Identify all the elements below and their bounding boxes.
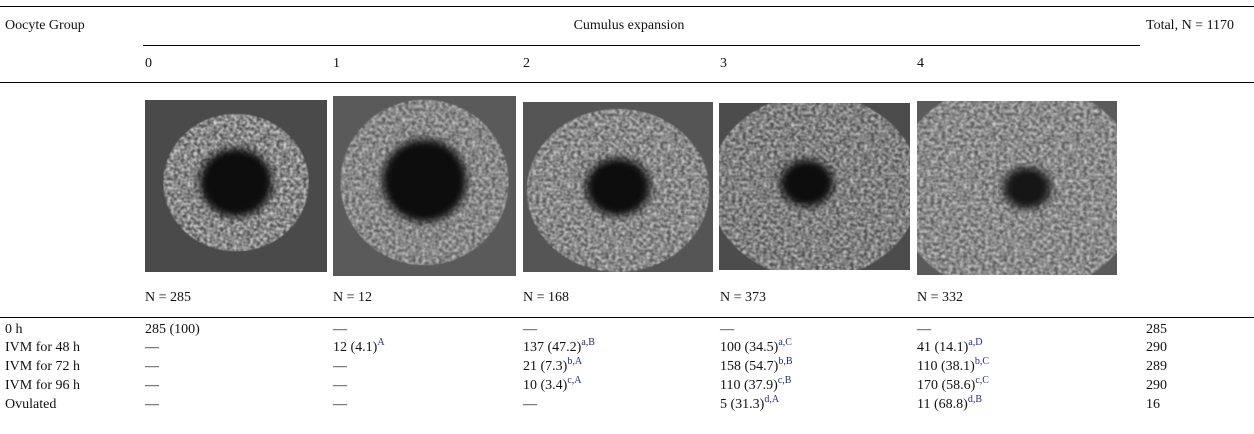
cell-superscript: c,A (567, 375, 581, 386)
header-cell: Total, N = 1170 (1146, 17, 1234, 35)
cell-value: 5 (31.3) (720, 397, 764, 412)
cell-superscript: d,B (968, 394, 982, 405)
table-cell: — (145, 358, 159, 376)
table-cell: 137 (47.2)a,B (523, 339, 595, 357)
row-label: 0 h (5, 321, 23, 339)
cell-superscript: b,B (778, 356, 792, 367)
cell-value: 10 (3.4) (523, 378, 567, 393)
table-cell: 41 (14.1)a,D (917, 339, 983, 357)
cell-superscript: A (377, 337, 384, 348)
oocyte-image (333, 96, 516, 276)
cell-value: 12 (4.1) (333, 340, 377, 355)
table-cell: — (333, 377, 347, 395)
column-header: 2 (523, 55, 530, 73)
cell-value: 100 (34.5) (720, 340, 778, 355)
table-cell: 100 (34.5)a,C (720, 339, 792, 357)
table-cell: 11 (68.8)d,B (917, 396, 982, 414)
table-cell: — (523, 396, 537, 414)
table-cell: 158 (54.7)b,B (720, 358, 793, 376)
column-header: 1 (333, 55, 340, 73)
row-total: 290 (1146, 339, 1167, 357)
table-cell: — (523, 321, 537, 339)
cell-superscript: c,C (975, 375, 989, 386)
row-total: 285 (1146, 321, 1167, 339)
table-cell: 5 (31.3)d,A (720, 396, 779, 414)
row-label: IVM for 96 h (5, 377, 80, 395)
oocyte-image (917, 101, 1117, 275)
row-label: Ovulated (5, 396, 56, 414)
group-rule (143, 45, 1140, 46)
table-cell: 285 (100) (145, 321, 200, 339)
table-cell: — (333, 321, 347, 339)
oocyte-image (523, 102, 713, 272)
row-label: IVM for 48 h (5, 339, 80, 357)
table-cell: — (145, 339, 159, 357)
column-count: N = 168 (523, 289, 569, 307)
table-cell: 21 (7.3)b,A (523, 358, 582, 376)
cell-superscript: d,A (764, 394, 779, 405)
cell-value: 137 (47.2) (523, 340, 581, 355)
header-cell: Oocyte Group (5, 17, 85, 35)
cell-value: 41 (14.1) (917, 340, 968, 355)
table-cell: — (333, 358, 347, 376)
cell-superscript: b,C (975, 356, 989, 367)
cell-superscript: c,B (778, 375, 792, 386)
table-cell: 110 (38.1)b,C (917, 358, 989, 376)
row-total: 290 (1146, 377, 1167, 395)
header-rule (0, 82, 1254, 83)
body-rule (0, 317, 1254, 318)
table-cell: — (917, 321, 931, 339)
row-label: IVM for 72 h (5, 358, 80, 376)
column-header: 3 (720, 55, 727, 73)
cell-superscript: a,D (968, 337, 982, 348)
table-cell: 12 (4.1)A (333, 339, 385, 357)
table-cell: 110 (37.9)c,B (720, 377, 791, 395)
cell-value: 110 (38.1) (917, 359, 975, 374)
column-count: N = 373 (720, 289, 766, 307)
cell-superscript: a,C (778, 337, 792, 348)
table-cell: — (720, 321, 734, 339)
cell-value: 11 (68.8) (917, 397, 968, 412)
row-total: 16 (1146, 396, 1160, 414)
table-cell: 170 (58.6)c,C (917, 377, 989, 395)
oocyte-image (145, 100, 327, 272)
cell-value: 21 (7.3) (523, 359, 567, 374)
column-header: 4 (917, 55, 924, 73)
cell-superscript: b,A (567, 356, 582, 367)
column-count: N = 285 (145, 289, 191, 307)
cell-value: 170 (58.6) (917, 378, 975, 393)
column-count: N = 332 (917, 289, 963, 307)
table-cell: — (145, 396, 159, 414)
oocyte-image (719, 103, 910, 270)
table-cell: 10 (3.4)c,A (523, 377, 582, 395)
table-cell: — (333, 396, 347, 414)
table-cell: — (145, 377, 159, 395)
row-total: 289 (1146, 358, 1167, 376)
cell-superscript: a,B (581, 337, 595, 348)
cell-value: 158 (54.7) (720, 359, 778, 374)
column-count: N = 12 (333, 289, 372, 307)
cell-value: 110 (37.9) (720, 378, 778, 393)
column-header: 0 (145, 55, 152, 73)
top-rule (0, 6, 1254, 7)
table-page: Oocyte Group Cumulus expansion Total, N = … (0, 0, 1254, 434)
header-cell: Cumulus expansion (429, 17, 829, 35)
